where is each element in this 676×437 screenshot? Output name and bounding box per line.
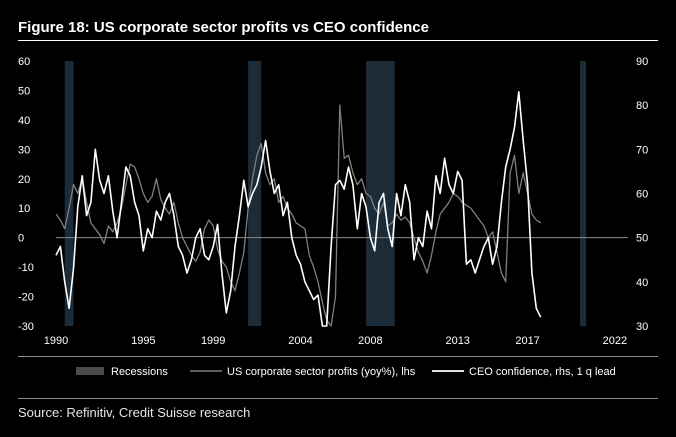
source-note: Source: Refinitiv, Credit Suisse researc…: [18, 405, 251, 420]
left-axis-ticks: 60 50 40 30 20 10 0 -10 -20 -30: [18, 56, 34, 333]
left-tick-label: 10: [18, 203, 30, 215]
left-tick-label: 0: [18, 233, 24, 245]
recession-band-3: [366, 61, 395, 326]
left-tick-label: -20: [18, 292, 34, 304]
left-tick-label: 20: [18, 174, 30, 186]
left-tick-label: 40: [18, 115, 30, 127]
x-tick-label: 2004: [288, 335, 312, 347]
recession-band-1: [64, 61, 74, 326]
x-tick-label: 1990: [44, 335, 68, 347]
left-tick-label: -30: [18, 321, 34, 333]
legend-recessions-swatch: [76, 367, 104, 375]
footer-separator: [18, 398, 658, 399]
x-tick-label: 1995: [131, 335, 155, 347]
x-axis-ticks: 1990 1995 1999 2004 2008 2013 2017 2022: [44, 335, 627, 347]
right-tick-label: 30: [636, 321, 648, 333]
recession-band-2: [248, 61, 262, 326]
right-tick-label: 40: [636, 277, 648, 289]
right-tick-label: 50: [636, 233, 648, 245]
chart-title: Figure 18: US corporate sector profits v…: [18, 19, 429, 36]
left-tick-label: 60: [18, 56, 30, 68]
title-underline: [18, 40, 658, 41]
profits-series-line: [55, 104, 542, 327]
x-tick-label: 2008: [358, 335, 382, 347]
recession-band-4: [579, 61, 587, 326]
legend-recessions-label: Recessions: [111, 366, 168, 378]
recession-bands: [64, 61, 587, 326]
legend-separator: [18, 356, 658, 357]
ceo-confidence-series-line: [55, 91, 542, 327]
left-tick-label: -10: [18, 262, 34, 274]
right-tick-label: 60: [636, 189, 648, 201]
legend-profits-label: US corporate sector profits (yoy%), lhs: [227, 366, 416, 378]
x-tick-label: 1999: [201, 335, 225, 347]
left-tick-label: 30: [18, 144, 30, 156]
right-tick-label: 70: [636, 144, 648, 156]
right-tick-label: 80: [636, 100, 648, 112]
legend-ceo-label: CEO confidence, rhs, 1 q lead: [469, 366, 616, 378]
x-tick-label: 2013: [445, 335, 469, 347]
x-tick-label: 2017: [515, 335, 539, 347]
x-tick-label: 2022: [603, 335, 627, 347]
right-tick-label: 90: [636, 56, 648, 68]
legend: Recessions US corporate sector profits (…: [76, 366, 616, 378]
left-tick-label: 50: [18, 85, 30, 97]
right-axis-ticks: 90 80 70 60 50 40 30: [636, 56, 648, 333]
